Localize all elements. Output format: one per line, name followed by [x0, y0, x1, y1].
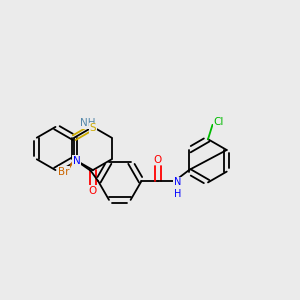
Text: Br: Br [58, 167, 70, 177]
Text: Cl: Cl [213, 117, 224, 127]
Text: O: O [89, 185, 97, 196]
Text: NH: NH [80, 118, 95, 128]
Text: S: S [90, 123, 96, 134]
Text: N
H: N H [174, 177, 181, 199]
Text: O: O [154, 154, 162, 165]
Text: N: N [73, 156, 80, 166]
